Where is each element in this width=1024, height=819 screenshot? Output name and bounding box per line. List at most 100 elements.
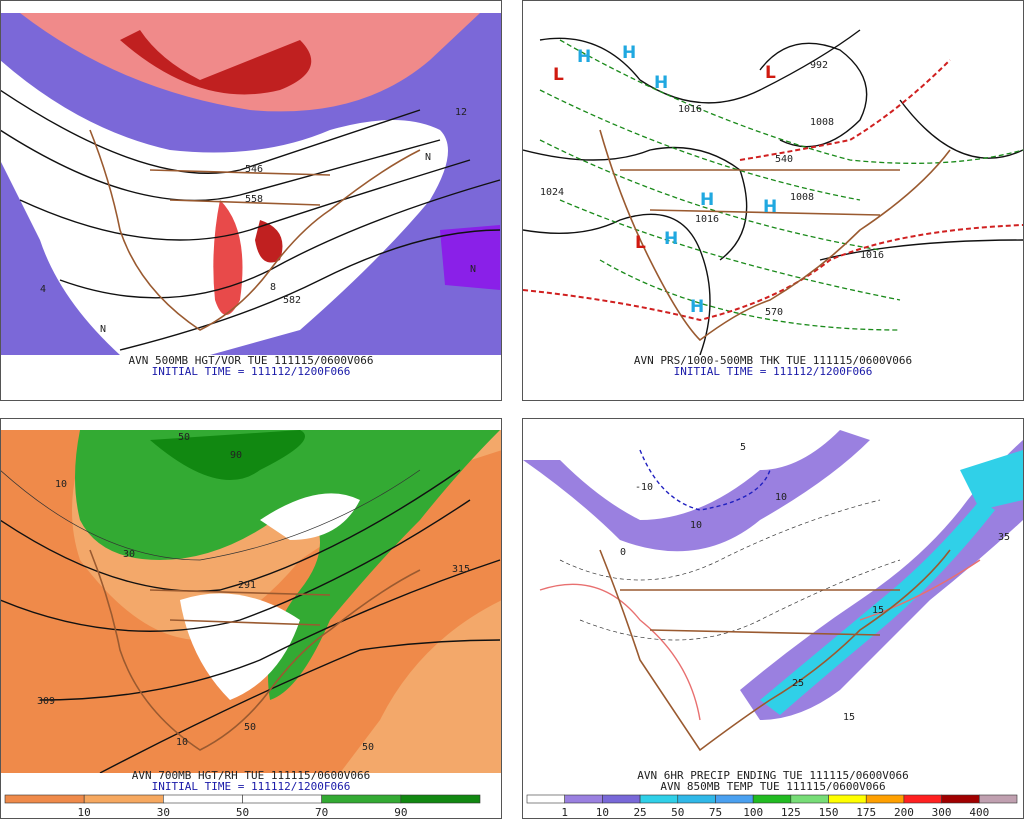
contour-label: 50 [244,722,256,733]
colorbar-label: 1 [561,806,568,819]
colorbar-segment [941,794,980,804]
caption: AVN 6HR PRECIP ENDING TUE 111115/0600V06… [637,769,909,782]
colorbar-label: 90 [394,806,407,819]
contour-label: 1016 [860,250,884,261]
colorbar-label: 300 [932,806,952,819]
contour-label: 582 [283,295,301,306]
contour-label: 5 [740,442,746,453]
contour-label: 1016 [678,104,702,115]
high-symbol: H [664,229,678,249]
colorbar-segment [715,794,754,804]
contour-label: 4 [40,284,46,295]
caption: AVN 500MB HGT/VOR TUE 111115/0600V066 [128,354,373,367]
colorbar-label: 400 [969,806,989,819]
contour-label: 315 [452,564,470,575]
caption: AVN PRS/1000-500MB THK TUE 111115/0600V0… [634,354,912,367]
colorbar-segment [526,794,565,804]
colorbar-label: 150 [819,806,839,819]
contour-label: 10 [176,737,188,748]
contour-label: 10 [690,520,702,531]
contour-label: 1016 [695,214,719,225]
panel-700mb: 50 90 10 30 291 315 309 50 10 50 AVN 700… [0,418,502,819]
colorbar-segment [400,794,481,804]
colorbar-segment [752,794,792,804]
colorbar-label: 25 [633,806,646,819]
colorbar-segment [865,794,905,804]
contour-label: 570 [765,307,783,318]
colorbar-label: 75 [709,806,722,819]
colorbar-segment [602,794,641,804]
contour-label: 35 [998,532,1010,543]
caption: INITIAL TIME = 111112/1200F066 [674,365,873,378]
contour-label: N [425,152,431,163]
contour-label: -10 [635,482,653,493]
contour-label: 50 [178,432,190,443]
high-symbol: H [622,43,636,63]
colorbar-label: 200 [894,806,914,819]
colorbar-segment [4,794,85,804]
map [1,13,501,355]
high-symbol: H [654,73,668,93]
colorbar-segment [242,794,322,804]
contour-label: 992 [810,60,828,71]
colorbar-label: 10 [596,806,609,819]
map [523,29,1023,355]
high-symbol: H [690,297,704,317]
panel-precip: 5 10 -10 0 10 15 25 35 15 AVN 6HR PRECIP… [522,418,1024,819]
high-symbol: H [700,190,714,210]
colorbar-label: 30 [157,806,170,819]
caption: AVN 700MB HGT/RH TUE 111115/0600V066 [132,769,370,782]
contour-label: 291 [238,580,256,591]
colorbar-segment [903,794,942,804]
contour-label: 15 [843,712,855,723]
caption: AVN 850MB TEMP TUE 111115/0600V066 [660,780,885,793]
contour-label: N [470,264,476,275]
contour-label: N [100,324,106,335]
colorbar-label: 70 [315,806,328,819]
colorbar-segment [790,794,829,804]
contour-label: 1008 [790,192,814,203]
colorbar-label: 175 [856,806,876,819]
caption: INITIAL TIME = 111112/1200F066 [152,780,351,793]
colorbar-segment [979,794,1018,804]
contour-label: 309 [37,696,55,707]
contour-label: 30 [123,549,135,560]
contour-label: 25 [792,678,804,689]
colorbar-label: 50 [671,806,684,819]
contour-label: 12 [455,107,467,118]
contour-label: 10 [775,492,787,503]
high-symbol: H [763,197,777,217]
contour-label: 1024 [540,187,564,198]
colorbar-label: 10 [78,806,91,819]
contour-label: 10 [55,479,67,490]
contour-label: 50 [362,742,374,753]
colorbar-segment [83,794,164,804]
contour-label: 0 [620,547,626,558]
colorbar-label: 100 [743,806,763,819]
colorbar-label: 125 [781,806,801,819]
low-symbol: L [553,65,564,85]
map [1,430,501,773]
colorbar-segment [163,794,243,804]
colorbar: 1 10 25 50 75 100 125 150 175 200 300 400 [526,794,1018,819]
colorbar-segment [639,794,679,804]
contour-label: 558 [245,194,263,205]
contour-label: 90 [230,450,242,461]
contour-label: 1008 [810,117,834,128]
colorbar-segment [677,794,716,804]
contour-label: 8 [270,282,276,293]
caption: INITIAL TIME = 111112/1200F066 [152,365,351,378]
colorbar: 10 30 50 70 90 [4,794,481,819]
panel-500mb: 546 558 582 N N N 4 8 12 AVN 500MB HGT/V… [0,0,502,401]
colorbar-segment [828,794,867,804]
map [523,430,1023,752]
contour-label: 546 [245,164,263,175]
colorbar-segment [321,794,402,804]
panel-pressure: 1024 1016 1008 1016 1008 992 540 570 101… [522,0,1024,401]
contour-label: 540 [775,154,793,165]
contour-label: 15 [872,605,884,616]
low-symbol: L [635,233,646,253]
high-symbol: H [577,47,591,67]
colorbar-label: 50 [236,806,249,819]
